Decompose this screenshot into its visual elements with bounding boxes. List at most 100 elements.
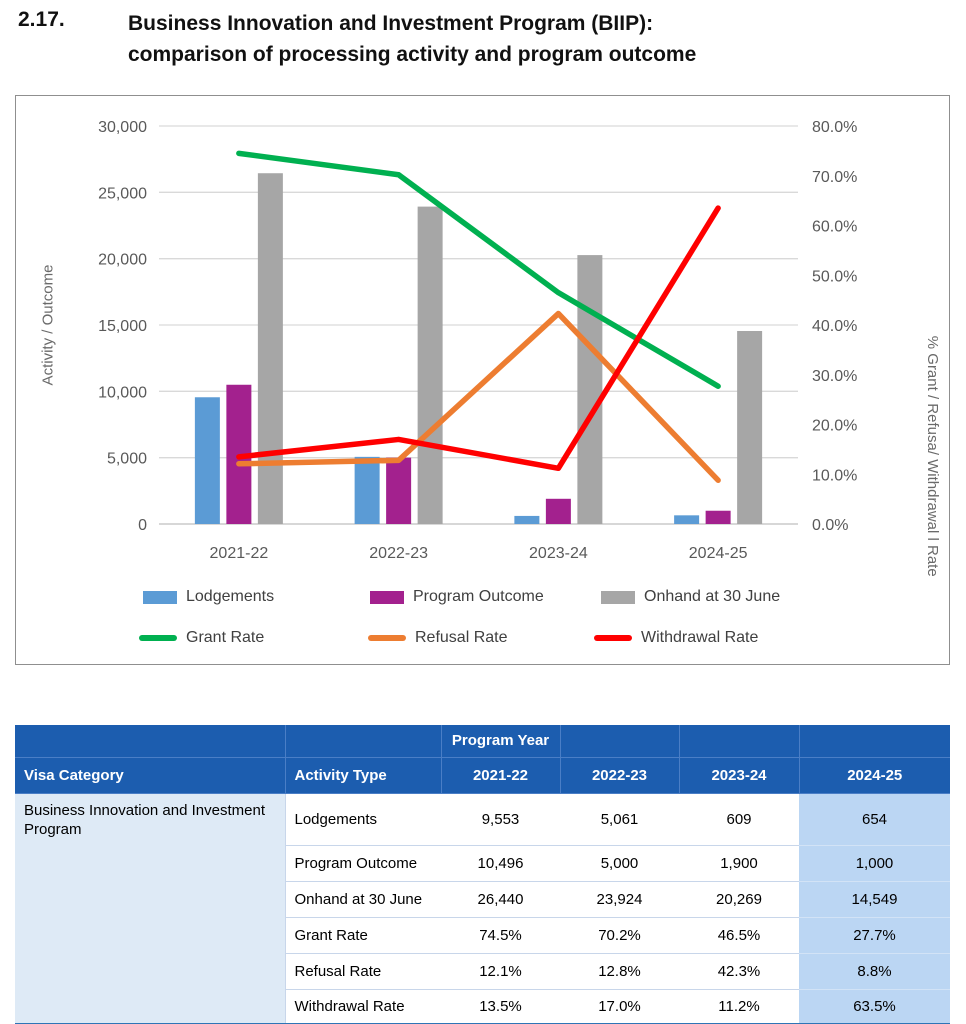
y-axis-tick-left: 25,000 — [98, 185, 147, 202]
table-row: Refusal Rate 12.1% 12.8% 42.3% 8.8% — [15, 953, 950, 990]
x-axis-label: 2022-23 — [369, 545, 428, 562]
year-header: 2022-23 — [560, 757, 680, 794]
visa-category-cell: Business Innovation and Investment Progr… — [15, 793, 285, 1024]
onhand-swatch — [601, 590, 635, 604]
left-axis-ticks: 0 5,000 10,000 15,000 20,000 25,000 30,000 — [98, 119, 147, 534]
cell-value-highlight: 1,000 — [799, 845, 950, 882]
y-axis-tick-right: 70.0% — [812, 169, 857, 186]
cell-value: 12.1% — [441, 953, 560, 990]
y-axis-tick-right: 30.0% — [812, 368, 857, 385]
activity-label: Grant Rate — [284, 917, 441, 954]
legend-label: Program Outcome — [413, 588, 544, 605]
cell-value: 26,440 — [441, 881, 560, 918]
header-spacer — [285, 725, 442, 758]
year-header: 2021-22 — [441, 757, 561, 794]
cell-value: 42.3% — [679, 953, 799, 990]
bar — [705, 510, 731, 524]
table-row: Onhand at 30 June 26,440 23,924 20,269 1… — [15, 881, 950, 918]
cell-value: 5,061 — [560, 793, 679, 846]
right-axis-ticks: 0.0% 10.0% 20.0% 30.0% 40.0% 50.0% 60.0% 70.0% 8… — [812, 119, 857, 534]
cell-value-highlight: 8.8% — [799, 953, 950, 990]
line-refusal-rate — [236, 310, 721, 483]
activity-label: Withdrawal Rate — [284, 989, 441, 1024]
program-outcome-swatch — [370, 590, 404, 604]
cell-value: 70.2% — [560, 917, 679, 954]
line-withdrawal-rate — [236, 205, 721, 472]
cell-value: 13.5% — [441, 989, 560, 1024]
section-heading: 2.17. Business Innovation and Investment… — [18, 8, 696, 70]
right-axis-title: % Grant / Refusa/ Withdrawal l Rate — [924, 335, 941, 577]
refusal-rate-swatch — [368, 635, 406, 641]
cell-value: 609 — [679, 793, 799, 846]
legend-label: Grant Rate — [186, 629, 265, 646]
cell-value: 1,900 — [679, 845, 799, 882]
cell-value: 46.5% — [679, 917, 799, 954]
table-row: Program Outcome 10,496 5,000 1,900 1,000 — [15, 845, 950, 882]
y-axis-tick-right: 50.0% — [812, 268, 857, 285]
table-header-row-program-year: Program Year — [15, 725, 950, 758]
activity-type-header: Activity Type — [285, 757, 442, 794]
x-axis-label: 2021-22 — [210, 545, 269, 562]
y-axis-tick-left: 5,000 — [107, 451, 147, 468]
legend-item-grant-rate: Grant Rate — [139, 629, 264, 647]
y-axis-tick-right: 20.0% — [812, 418, 857, 435]
cell-value-highlight: 63.5% — [799, 989, 950, 1024]
legend-label: Refusal Rate — [415, 629, 508, 646]
cell-value: 10,496 — [441, 845, 560, 882]
legend-item-program-outcome: Program Outcome — [370, 588, 544, 606]
cell-value-highlight: 14,549 — [799, 881, 950, 918]
bar — [577, 255, 603, 524]
legend-item-refusal-rate: Refusal Rate — [368, 629, 508, 647]
legend-item-withdrawal-rate: Withdrawal Rate — [594, 629, 758, 647]
bar — [194, 397, 220, 524]
y-axis-tick-left: 20,000 — [98, 252, 147, 269]
y-axis-tick-left: 10,000 — [98, 384, 147, 401]
activity-label: Program Outcome — [284, 845, 441, 882]
bars-lodgements — [194, 397, 700, 524]
bar — [674, 515, 700, 524]
table-header-row-columns: Visa Category Activity Type 2021-22 2022… — [15, 757, 950, 794]
lodgements-swatch — [143, 590, 177, 604]
bar — [386, 457, 412, 524]
visa-category-header: Visa Category — [15, 757, 286, 794]
program-year-header: Program Year — [441, 725, 561, 758]
section-number: 2.17. — [18, 8, 65, 31]
y-axis-tick-left: 15,000 — [98, 318, 147, 335]
x-axis-label: 2024-25 — [689, 545, 748, 562]
cell-value: 20,269 — [679, 881, 799, 918]
table-row: Withdrawal Rate 13.5% 17.0% 11.2% 63.5% — [15, 989, 950, 1024]
bar — [545, 498, 571, 524]
page-title-line2: comparison of processing activity and pr… — [128, 43, 697, 66]
line-grant-rate — [236, 150, 721, 389]
legend-label: Withdrawal Rate — [641, 629, 759, 646]
y-axis-tick-right: 80.0% — [812, 119, 857, 136]
header-spacer — [679, 725, 800, 758]
cell-value-highlight: 27.7% — [799, 917, 950, 954]
activity-label: Lodgements — [284, 793, 441, 846]
bar — [257, 173, 283, 524]
year-header: 2023-24 — [679, 757, 800, 794]
grant-rate-swatch — [139, 635, 177, 641]
cell-value: 17.0% — [560, 989, 679, 1024]
cell-value: 5,000 — [560, 845, 679, 882]
y-axis-tick-right: 40.0% — [812, 318, 857, 335]
cell-value: 9,553 — [441, 793, 560, 846]
left-axis-title: Activity / Outcome — [39, 264, 57, 386]
bar — [737, 330, 763, 524]
y-axis-tick-right: 0.0% — [812, 517, 848, 534]
bar — [417, 206, 443, 524]
legend-item-onhand: Onhand at 30 June — [601, 588, 780, 606]
page-title: Business Innovation and Investment Progr… — [128, 8, 696, 70]
table-row: Business Innovation and Investment Progr… — [15, 793, 950, 1024]
activity-label: Refusal Rate — [284, 953, 441, 990]
legend-item-lodgements: Lodgements — [143, 588, 274, 606]
activity-label: Onhand at 30 June — [284, 881, 441, 918]
legend-label: Lodgements — [186, 588, 275, 605]
withdrawal-rate-swatch — [594, 635, 632, 641]
table-row: Grant Rate 74.5% 70.2% 46.5% 27.7% — [15, 917, 950, 954]
header-spacer — [15, 725, 286, 758]
page-title-line1: Business Innovation and Investment Progr… — [128, 12, 654, 35]
cell-value-highlight: 654 — [799, 793, 950, 846]
biip-combo-chart: 0 5,000 10,000 15,000 20,000 25,000 30,000 0.0%… — [15, 95, 950, 665]
bar — [354, 456, 380, 524]
